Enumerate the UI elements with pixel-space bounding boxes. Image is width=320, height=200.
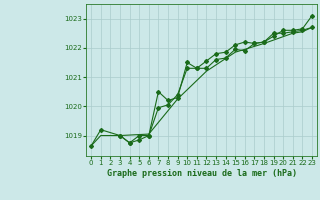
- X-axis label: Graphe pression niveau de la mer (hPa): Graphe pression niveau de la mer (hPa): [107, 169, 297, 178]
